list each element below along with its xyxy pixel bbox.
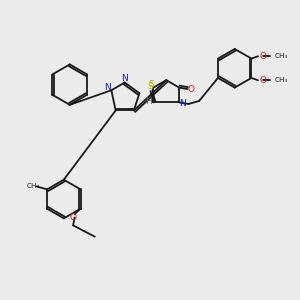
Text: O: O: [70, 213, 76, 222]
Text: CH₃: CH₃: [27, 183, 40, 189]
Text: O: O: [260, 52, 266, 61]
Text: H: H: [145, 97, 152, 106]
Text: CH₃: CH₃: [274, 53, 288, 59]
Text: O: O: [188, 85, 195, 94]
Text: N: N: [104, 83, 111, 92]
Text: N: N: [122, 74, 128, 83]
Text: S: S: [148, 80, 154, 88]
Text: S: S: [148, 82, 153, 91]
Text: CH₃: CH₃: [274, 77, 288, 83]
Text: O: O: [260, 76, 266, 85]
Text: N: N: [179, 99, 186, 108]
